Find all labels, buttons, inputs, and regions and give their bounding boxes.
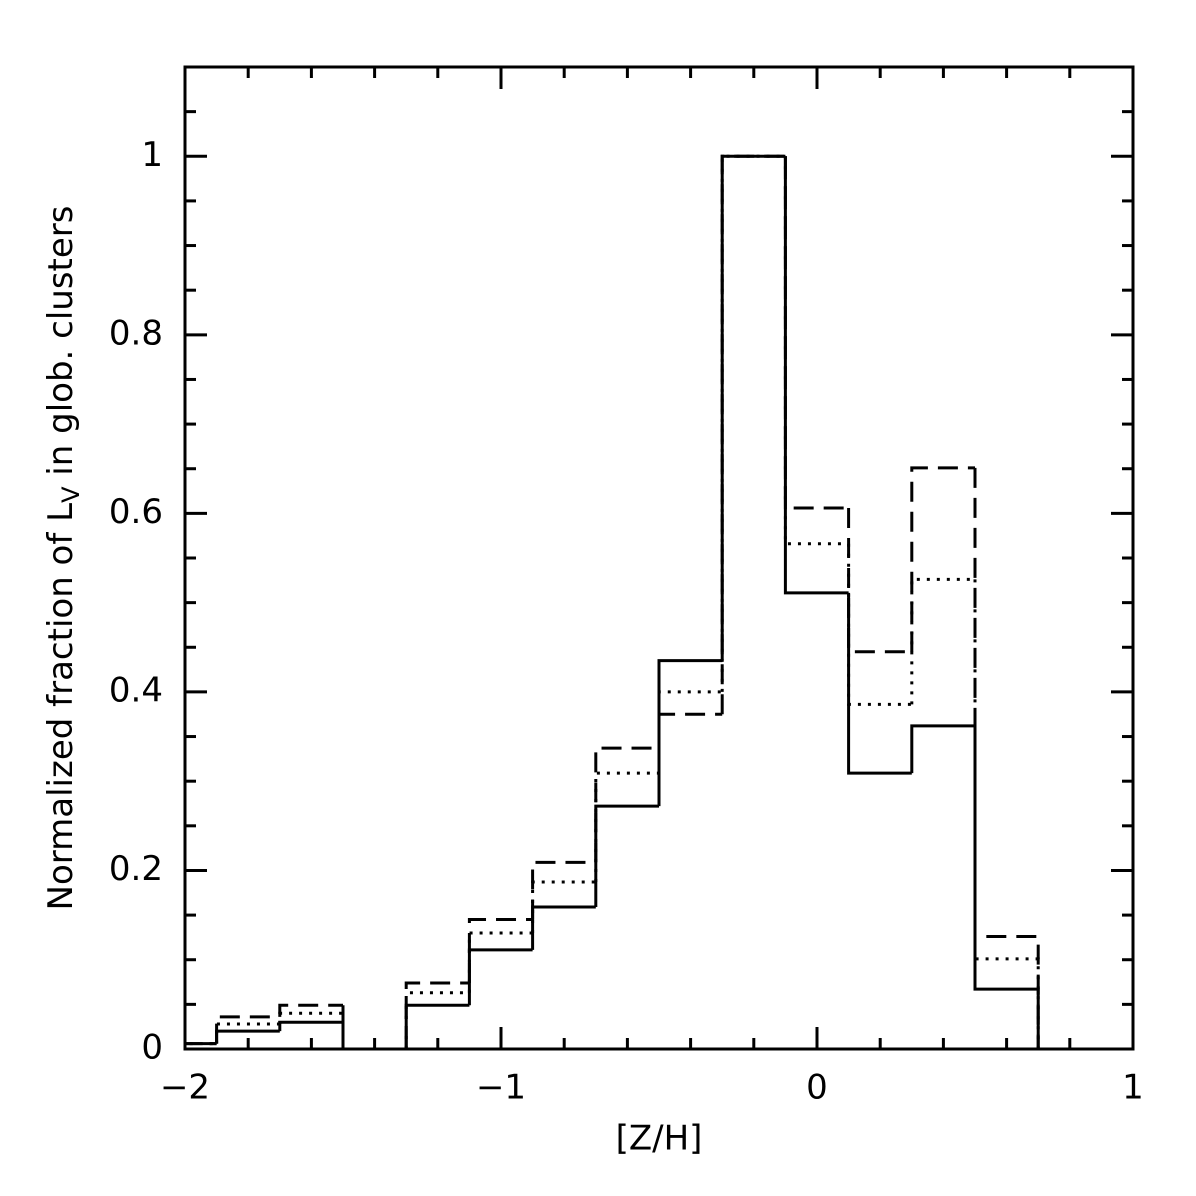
histogram-step [657, 659, 723, 807]
histogram-step [910, 466, 975, 652]
plot-frame [183, 65, 1135, 1051]
histogram-step [215, 1022, 280, 1044]
x-tick-label: 0 [806, 1068, 828, 1108]
histogram-step [531, 880, 596, 933]
histogram-step [467, 931, 533, 993]
histogram-step [278, 1020, 343, 1032]
histogram-step [657, 712, 723, 749]
histogram-step [973, 725, 1040, 1049]
histogram-step [720, 154, 786, 661]
y-tick-label: 1 [141, 135, 163, 175]
y-tick-label: 0.2 [109, 849, 163, 889]
y-label-part: in glob. clusters [41, 206, 81, 487]
x-tick-label: −1 [476, 1068, 526, 1108]
histogram-step [783, 156, 849, 510]
histogram-step [720, 154, 786, 692]
histogram-step [467, 918, 533, 983]
histogram-step [847, 592, 912, 775]
histogram-step [278, 1003, 343, 1017]
histogram-step [720, 154, 786, 715]
y-tick-label: 0 [141, 1028, 163, 1068]
histogram-step [910, 724, 975, 774]
histogram-step [973, 467, 1040, 1049]
histogram-step [657, 690, 723, 774]
histogram-step [341, 1013, 407, 1051]
y-tick-label: 0.4 [109, 670, 163, 710]
histogram-step [594, 746, 659, 863]
histogram-step [467, 948, 533, 1006]
x-tick-label: −2 [160, 1068, 210, 1108]
y-label-part: Normalized fraction of L [41, 503, 81, 911]
histogram-step [341, 1005, 407, 1051]
histogram-step [531, 860, 596, 920]
histogram-step [783, 156, 849, 546]
histogram-step [783, 156, 849, 595]
histogram-step [278, 1011, 343, 1024]
histogram-step [847, 508, 912, 654]
histogram-step [594, 804, 659, 908]
y-axis-label: Normalized fraction of LV in glob. clust… [41, 206, 86, 911]
histogram-step [531, 905, 596, 950]
histogram-step [594, 771, 659, 883]
x-axis-label: [Z/H] [616, 1119, 703, 1159]
x-tick-label: 1 [1122, 1068, 1144, 1108]
histogram-step [215, 1015, 280, 1044]
histogram-step [183, 1042, 217, 1049]
y-tick-label: 0.8 [109, 313, 163, 353]
y-label-subscript: V [57, 486, 85, 503]
histogram-step [404, 981, 470, 1049]
y-tick-label: 0.6 [109, 492, 163, 532]
histogram-step [910, 577, 975, 705]
histogram-step [847, 543, 912, 706]
histogram-step [973, 579, 1040, 1049]
